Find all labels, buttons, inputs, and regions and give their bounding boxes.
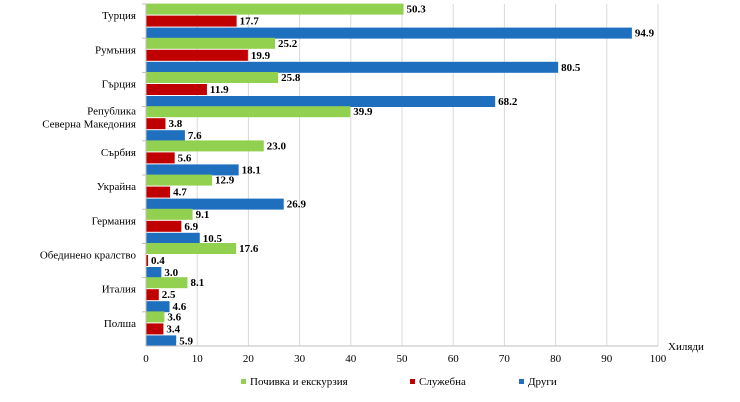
bar xyxy=(146,27,632,39)
category-label-line: Северна Македония xyxy=(42,119,136,131)
legend-swatch xyxy=(410,379,415,384)
bar xyxy=(146,61,559,73)
legend-label: Други xyxy=(528,376,557,388)
category-label: Сърбия xyxy=(101,147,136,159)
data-label: 4.7 xyxy=(173,187,187,199)
bar xyxy=(146,323,164,335)
data-label: 3.6 xyxy=(167,311,181,323)
legend-swatch xyxy=(241,379,246,384)
x-tick-label: 20 xyxy=(243,353,255,365)
bar xyxy=(146,301,170,313)
legend-swatch xyxy=(519,379,524,384)
bar xyxy=(146,96,496,107)
x-tick-label: 70 xyxy=(499,353,511,365)
bar xyxy=(146,335,177,347)
category-label: Полша xyxy=(104,318,136,330)
data-label: 6.9 xyxy=(184,221,198,233)
legend: Почивка и екскурзия Служебна Други xyxy=(241,376,557,388)
data-label: 23.0 xyxy=(267,140,287,152)
axis xyxy=(142,3,658,347)
data-label: 94.9 xyxy=(635,28,655,40)
data-label: 2.5 xyxy=(162,289,176,301)
category-label-line: Република xyxy=(87,106,136,118)
bar xyxy=(146,311,165,323)
data-label: 25.2 xyxy=(278,38,298,50)
data-label: 80.5 xyxy=(561,62,581,74)
x-tick-label: 30 xyxy=(294,353,306,365)
bar xyxy=(146,174,213,186)
data-label: 3.0 xyxy=(164,267,178,279)
bar xyxy=(146,118,166,130)
category-label: Обединено кралство xyxy=(40,250,137,262)
category-label: Италия xyxy=(102,284,136,296)
bars xyxy=(146,3,632,347)
legend-label: Почивка и екскурзия xyxy=(250,376,348,388)
data-label: 19.9 xyxy=(251,50,271,62)
x-tick-label: 60 xyxy=(448,353,460,365)
category-label: Украйна xyxy=(97,181,136,193)
bar xyxy=(146,186,171,198)
x-tick-label: 100 xyxy=(650,353,667,365)
data-label: 5.6 xyxy=(178,152,192,164)
category-labels: Турция Румъния Гърция Република Северна Маке… xyxy=(40,10,137,330)
data-label: 17.7 xyxy=(240,16,260,28)
value-labels: 50.3 17.7 94.9 25.2 19.9 80.5 25.8 11.9 68.2 39.9… xyxy=(151,4,655,348)
data-label: 68.2 xyxy=(498,96,518,108)
bar xyxy=(146,232,200,244)
bar xyxy=(146,289,159,301)
data-label: 8.1 xyxy=(190,277,204,289)
bar xyxy=(146,106,351,118)
bar xyxy=(146,37,276,49)
bar xyxy=(146,84,207,95)
bar xyxy=(146,255,149,266)
tick-labels: 0 10 20 30 40 50 60 70 80 90 100 xyxy=(143,353,667,365)
data-label: 39.9 xyxy=(353,106,373,118)
x-tick-label: 40 xyxy=(345,353,357,365)
data-label: 25.8 xyxy=(281,72,301,84)
category-label: Гърция xyxy=(102,79,136,91)
bar xyxy=(146,277,188,289)
data-label: 5.9 xyxy=(179,335,193,347)
data-label: 50.3 xyxy=(407,4,427,16)
x-tick-label: 0 xyxy=(143,353,149,365)
legend-label: Служебна xyxy=(419,376,466,388)
x-tick-label: 50 xyxy=(397,353,409,365)
data-label: 0.4 xyxy=(151,255,165,267)
category-label: Република Северна Македония xyxy=(42,106,136,131)
data-label: 4.6 xyxy=(173,301,187,313)
data-label: 9.1 xyxy=(196,209,210,221)
bar xyxy=(146,267,162,278)
data-label: 3.4 xyxy=(166,323,180,335)
bar xyxy=(146,3,404,15)
bar xyxy=(146,198,284,210)
data-label: 17.6 xyxy=(239,243,259,255)
category-label: Румъния xyxy=(95,44,136,56)
data-label: 11.9 xyxy=(210,84,229,96)
x-tick-label: 80 xyxy=(550,353,562,365)
category-label: Турция xyxy=(102,10,136,22)
category-label: Германия xyxy=(92,215,136,227)
gridlines xyxy=(145,4,659,346)
data-label: 26.9 xyxy=(287,199,307,211)
x-tick-label: 90 xyxy=(601,353,613,365)
bar xyxy=(146,220,182,232)
bar xyxy=(146,72,279,83)
data-label: 12.9 xyxy=(215,175,235,187)
data-label: 3.8 xyxy=(168,118,182,130)
x-axis-unit-label: Хиляди xyxy=(668,341,704,353)
bar xyxy=(146,15,237,27)
bar xyxy=(146,140,264,152)
bar xyxy=(146,130,185,142)
data-label: 10.5 xyxy=(203,233,223,245)
bar xyxy=(146,243,237,254)
bar xyxy=(146,152,175,164)
data-label: 7.6 xyxy=(188,130,202,142)
bar xyxy=(146,49,248,61)
bar xyxy=(146,164,239,176)
data-label: 18.1 xyxy=(242,164,261,176)
x-tick-label: 10 xyxy=(192,353,204,365)
bar xyxy=(146,208,193,220)
